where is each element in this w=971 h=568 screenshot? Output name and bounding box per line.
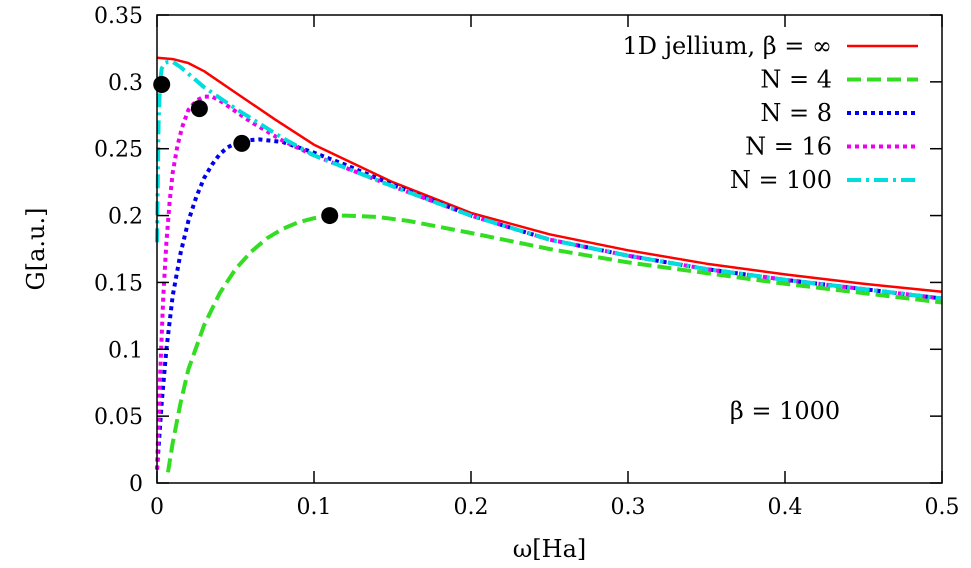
y-tick-label: 0.1 bbox=[108, 338, 143, 363]
peak-marker-1 bbox=[190, 100, 208, 118]
legend-label-3: N = 16 bbox=[745, 133, 832, 161]
x-tick-label: 0.4 bbox=[768, 495, 803, 520]
x-axis-label: ω[Ha] bbox=[513, 535, 587, 563]
x-tick-label: 0 bbox=[150, 495, 164, 520]
plot-area bbox=[153, 56, 943, 473]
x-tick-label: 0.2 bbox=[454, 495, 489, 520]
y-tick-label: 0.15 bbox=[94, 271, 143, 296]
legend-label-4: N = 100 bbox=[730, 166, 832, 194]
x-tick-label: 0.5 bbox=[925, 495, 960, 520]
peak-marker-3 bbox=[321, 207, 339, 225]
legend-label-2: N = 8 bbox=[760, 99, 832, 127]
y-axis-label: G[a.u.] bbox=[22, 208, 50, 291]
axes: 0 0.1 0.2 0.3 0.4 0.5 0 0.05 0.1 0.15 0.2 0.25 0.3 0.… bbox=[94, 4, 959, 520]
series-line-1 bbox=[166, 213, 943, 473]
y-tick-label: 0 bbox=[129, 472, 143, 497]
y-tick-label: 0.35 bbox=[94, 4, 143, 29]
series-line-3 bbox=[155, 94, 943, 470]
legend-label-0: 1D jellium, β = ∞ bbox=[622, 32, 832, 60]
peak-marker-0 bbox=[153, 76, 171, 94]
legend: 1D jellium, β = ∞ N = 4 N = 8 N = 16 N = 100 bbox=[622, 32, 918, 194]
legend-label-1: N = 4 bbox=[760, 66, 832, 94]
x-tick-label: 0.3 bbox=[611, 495, 646, 520]
peak-marker-2 bbox=[233, 134, 251, 152]
y-tick-label: 0.2 bbox=[108, 205, 143, 230]
series-line-0 bbox=[156, 56, 943, 294]
beta-annotation: β = 1000 bbox=[730, 397, 840, 425]
y-tick-label: 0.25 bbox=[94, 138, 143, 163]
series-line-4 bbox=[155, 59, 943, 301]
plot-frame bbox=[156, 14, 943, 484]
x-tick-label: 0.1 bbox=[297, 495, 332, 520]
y-tick-label: 0.05 bbox=[94, 405, 143, 430]
y-tick-label: 0.3 bbox=[108, 71, 143, 96]
